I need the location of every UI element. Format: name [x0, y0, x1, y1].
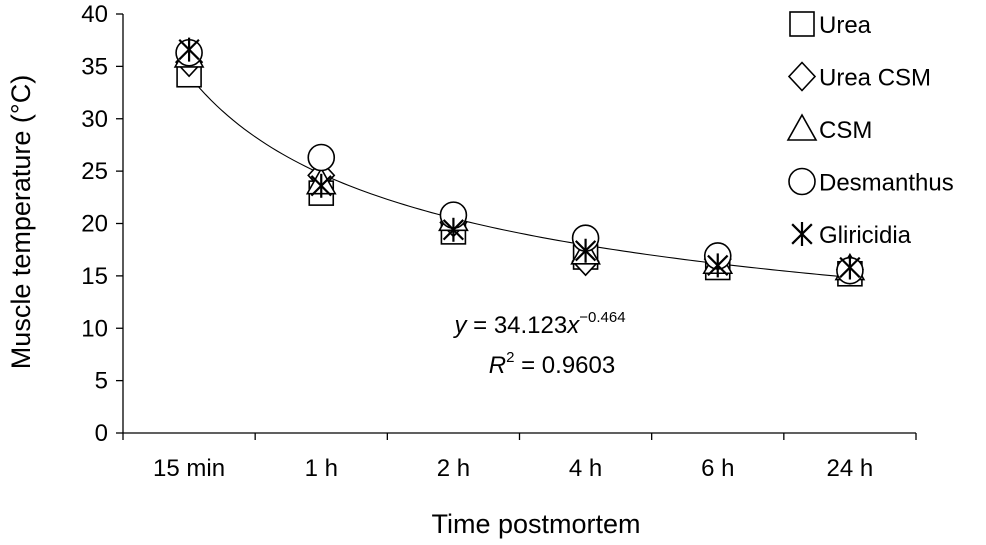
- equation-body: = 34.123: [466, 312, 567, 339]
- data-point: [310, 173, 332, 198]
- legend-item: Desmanthus: [788, 167, 954, 197]
- equation-exponent: −0.464: [579, 309, 625, 326]
- y-tick-label: 40: [81, 1, 108, 28]
- y-axis-label: Muscle temperature (°C): [6, 75, 36, 369]
- trend-equation: y = 34.123x−0.464: [452, 309, 625, 339]
- series-urea-csm: [174, 47, 865, 285]
- legend-label: Urea: [819, 12, 872, 39]
- x-tick-label: 15 min: [153, 455, 225, 482]
- legend-label: CSM: [819, 117, 872, 144]
- y-tick-label: 35: [81, 53, 108, 80]
- x-axis-label: Time postmortem: [431, 509, 640, 539]
- legend-item: CSM: [786, 113, 872, 144]
- data-point: [839, 255, 861, 280]
- data-points: [173, 37, 866, 287]
- y-tick-label: 30: [81, 106, 108, 133]
- y-tick-label: 25: [81, 158, 108, 185]
- x-tick-label: 1 h: [305, 455, 338, 482]
- x-tick-label: 6 h: [701, 455, 734, 482]
- legend-label: Urea CSM: [819, 65, 931, 92]
- trendline: [188, 75, 850, 278]
- series-urea: [176, 61, 863, 287]
- r-squared: R2 = 0.9603: [489, 349, 615, 379]
- legend-item: Gliricidia: [791, 222, 912, 249]
- data-point: [707, 253, 729, 278]
- data-point: [178, 37, 200, 62]
- data-point: [442, 217, 465, 242]
- legend-label: Desmanthus: [819, 170, 954, 197]
- data-point: [574, 238, 597, 263]
- r-squared-sup: 2: [506, 349, 514, 366]
- series-gliricidia: [178, 37, 861, 280]
- y-tick-label: 15: [81, 263, 108, 290]
- legend-label: Gliricidia: [819, 222, 912, 249]
- legend-item: Urea: [789, 11, 872, 39]
- x-tick-label: 4 h: [569, 455, 602, 482]
- y-tick-label: 5: [95, 368, 108, 395]
- y-tick-label: 10: [81, 315, 108, 342]
- equation-x-var: x: [566, 312, 580, 339]
- power-trendline: [188, 75, 850, 278]
- data-point: [307, 143, 336, 172]
- legend-item: Urea CSM: [787, 61, 931, 92]
- r-squared-value: = 0.9603: [514, 352, 615, 379]
- equation-y-var: y: [452, 312, 468, 339]
- legend-marker: [788, 167, 816, 196]
- y-tick-label: 0: [95, 420, 108, 447]
- axes: 0 5 10 15 20 25 30 35 40 15 min 1 h 2 h 4 h 6 h 24 h: [81, 1, 917, 482]
- legend-marker: [789, 11, 815, 37]
- legend-marker: [786, 113, 818, 141]
- x-tick-label: 24 h: [827, 455, 874, 482]
- legend-marker: [787, 61, 817, 92]
- series-csm: [173, 40, 866, 281]
- x-tick-label: 2 h: [437, 455, 470, 482]
- r-squared-var: R: [489, 352, 506, 379]
- series-desmanthus: [175, 38, 864, 285]
- legend-marker: [791, 222, 813, 246]
- y-tick-label: 20: [81, 211, 108, 238]
- legend: Urea Urea CSM CSM Desmanthus Gliricidia: [786, 11, 954, 249]
